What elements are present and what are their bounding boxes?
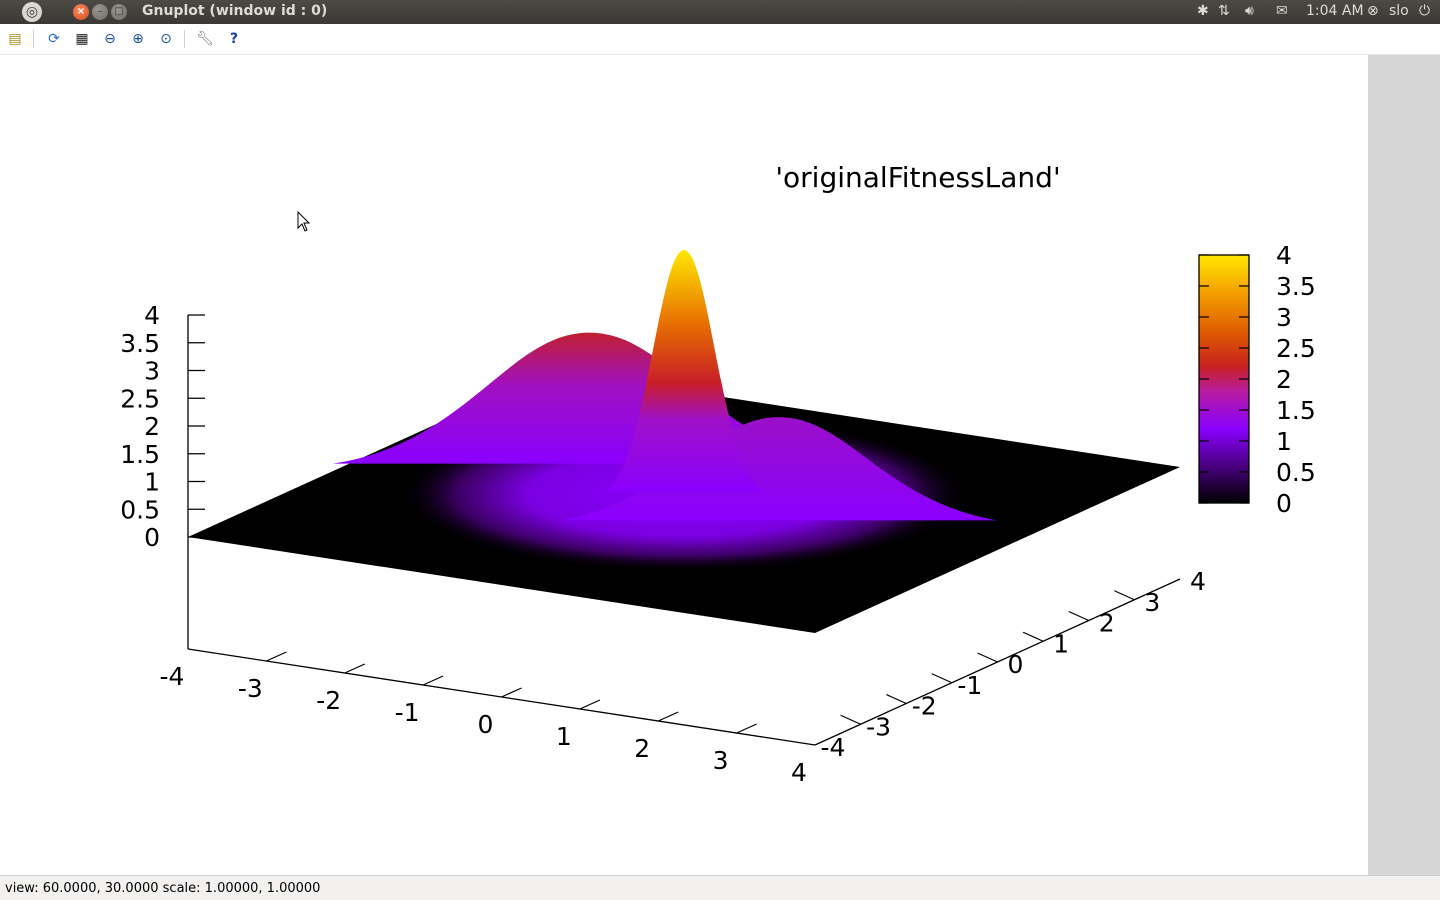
- grid-icon[interactable]: ▦: [75, 31, 89, 47]
- x-tick-label: -3: [238, 674, 263, 703]
- x-tick: [658, 711, 679, 722]
- bluetooth-icon[interactable]: ✱: [1197, 3, 1209, 19]
- title-bar: ◎ × – □ Gnuplot (window id : 0) ✱ ⇅ 🔊︎ ✉…: [0, 0, 1440, 24]
- y-tick-label: -2: [912, 692, 937, 721]
- status-text: view: 60.0000, 30.0000 scale: 1.00000, 1…: [5, 881, 321, 896]
- colorbox-tick-label: 1: [1276, 427, 1292, 456]
- autoscale-icon[interactable]: ⊙: [160, 31, 172, 47]
- z-tick-label: 2.5: [120, 384, 160, 413]
- y-tick: [840, 714, 861, 725]
- y-tick: [1022, 631, 1044, 642]
- x-tick: [344, 663, 365, 674]
- y-tick-label: -3: [866, 712, 891, 741]
- x-tick: [736, 723, 757, 734]
- colorbox-tick-label: 3.5: [1276, 272, 1316, 301]
- x-tick: [422, 675, 444, 686]
- y-tick: [1068, 610, 1089, 622]
- x-tick: [501, 687, 522, 698]
- zoom-next-icon[interactable]: ⊕: [132, 31, 144, 47]
- colorbox-tick-label: 1.5: [1276, 396, 1316, 425]
- y-tick-label: -4: [821, 733, 846, 762]
- y-tick-label: 4: [1190, 567, 1206, 596]
- colorbox-tick-label: 3: [1276, 303, 1292, 332]
- x-tick-label: 0: [478, 710, 494, 739]
- minimize-window-button[interactable]: –: [92, 4, 108, 20]
- y-tick-label: 0: [1008, 650, 1024, 679]
- clock[interactable]: 1:04 AM: [1306, 3, 1364, 19]
- toolbar-separator: [184, 30, 185, 48]
- colorbox-tick-label: 2: [1276, 365, 1292, 394]
- z-tick-label: 3.5: [120, 329, 160, 358]
- plot-canvas[interactable]: -4 -3 -2 -1 0 1 2 3 4 -4 -3 -2 -1 0 1 2 3 4 0 0.5 1 1.5 2 2.5 3 3…: [0, 55, 1368, 875]
- z-tick-label: 0.5: [120, 495, 160, 524]
- z-tick-label: 1: [144, 468, 160, 497]
- colorbox-tick-label: 0: [1276, 489, 1292, 518]
- x-tick-label: -1: [395, 698, 420, 727]
- window-title: Gnuplot (window id : 0): [142, 3, 328, 19]
- y-tick-label: 2: [1099, 609, 1115, 638]
- x-tick-label: 3: [713, 746, 729, 775]
- surface-peak: [604, 250, 764, 492]
- x-tick-label: -2: [316, 686, 341, 715]
- y-tick-label: -1: [957, 671, 982, 700]
- colorbox-tick-label: 4: [1276, 241, 1292, 270]
- y-tick: [931, 673, 953, 684]
- user-status-icon[interactable]: ⊗: [1367, 3, 1379, 19]
- surface-peak: [560, 417, 998, 521]
- y-tick: [977, 652, 998, 663]
- ubuntu-logo-icon[interactable]: ◎: [22, 2, 42, 22]
- x-tick-label: -4: [160, 662, 185, 691]
- tick-labels: -4 -3 -2 -1 0 1 2 3 4-4-3-2-10123400.511.522.533…: [120, 301, 1206, 787]
- power-icon[interactable]: ⏻: [1419, 3, 1431, 19]
- mouse-cursor-icon: [297, 211, 311, 232]
- colorbox-tick-label: 2.5: [1276, 334, 1316, 363]
- close-window-button[interactable]: ×: [73, 4, 89, 20]
- status-bar: view: 60.0000, 30.0000 scale: 1.00000, 1…: [0, 875, 1440, 900]
- x-tick-label: 1: [556, 722, 572, 751]
- network-icon[interactable]: ⇅: [1218, 3, 1230, 19]
- help-icon[interactable]: ?: [229, 31, 239, 47]
- replot-icon[interactable]: ⟳: [48, 31, 60, 47]
- x-tick-label: 2: [634, 734, 650, 763]
- y-tick: [1114, 590, 1135, 601]
- z-tick-label: 0: [144, 523, 160, 552]
- colorbox-tick-label: 0.5: [1276, 458, 1316, 487]
- y-tick-label: 1: [1053, 629, 1069, 658]
- chart-title: 'originalFitnessLand': [775, 161, 1060, 194]
- toolbar-separator: [33, 30, 34, 48]
- x-tick: [266, 651, 287, 662]
- maximize-window-button[interactable]: □: [111, 4, 127, 20]
- z-tick-label: 3: [144, 357, 160, 386]
- colorbox: 00.511.522.533.54: [1198, 241, 1316, 518]
- z-tick-label: 2: [144, 412, 160, 441]
- surface: [188, 250, 1180, 633]
- axes: [187, 314, 1181, 746]
- toolbar: ▤ ⟳ ▦ ⊖ ⊕ ⊙ 🔧︎ ?: [0, 24, 1440, 55]
- z-tick-label: 4: [144, 301, 160, 330]
- surface-plot[interactable]: -4 -3 -2 -1 0 1 2 3 4-4-3-2-10123400.511.522.533…: [0, 55, 1368, 875]
- y-tick-label: 3: [1144, 588, 1160, 617]
- x-tick: [579, 699, 601, 710]
- window-side-panel: [1368, 55, 1440, 875]
- settings-icon[interactable]: 🔧︎: [196, 31, 214, 47]
- mail-icon[interactable]: ✉: [1276, 3, 1288, 19]
- zoom-prev-icon[interactable]: ⊖: [104, 31, 116, 47]
- export-icon[interactable]: ▤: [8, 31, 22, 47]
- y-tick: [886, 693, 907, 705]
- z-tick-label: 1.5: [120, 440, 160, 469]
- x-tick-label: 4: [791, 758, 807, 787]
- user-name[interactable]: slo: [1389, 3, 1409, 19]
- volume-icon[interactable]: 🔊︎: [1245, 3, 1254, 19]
